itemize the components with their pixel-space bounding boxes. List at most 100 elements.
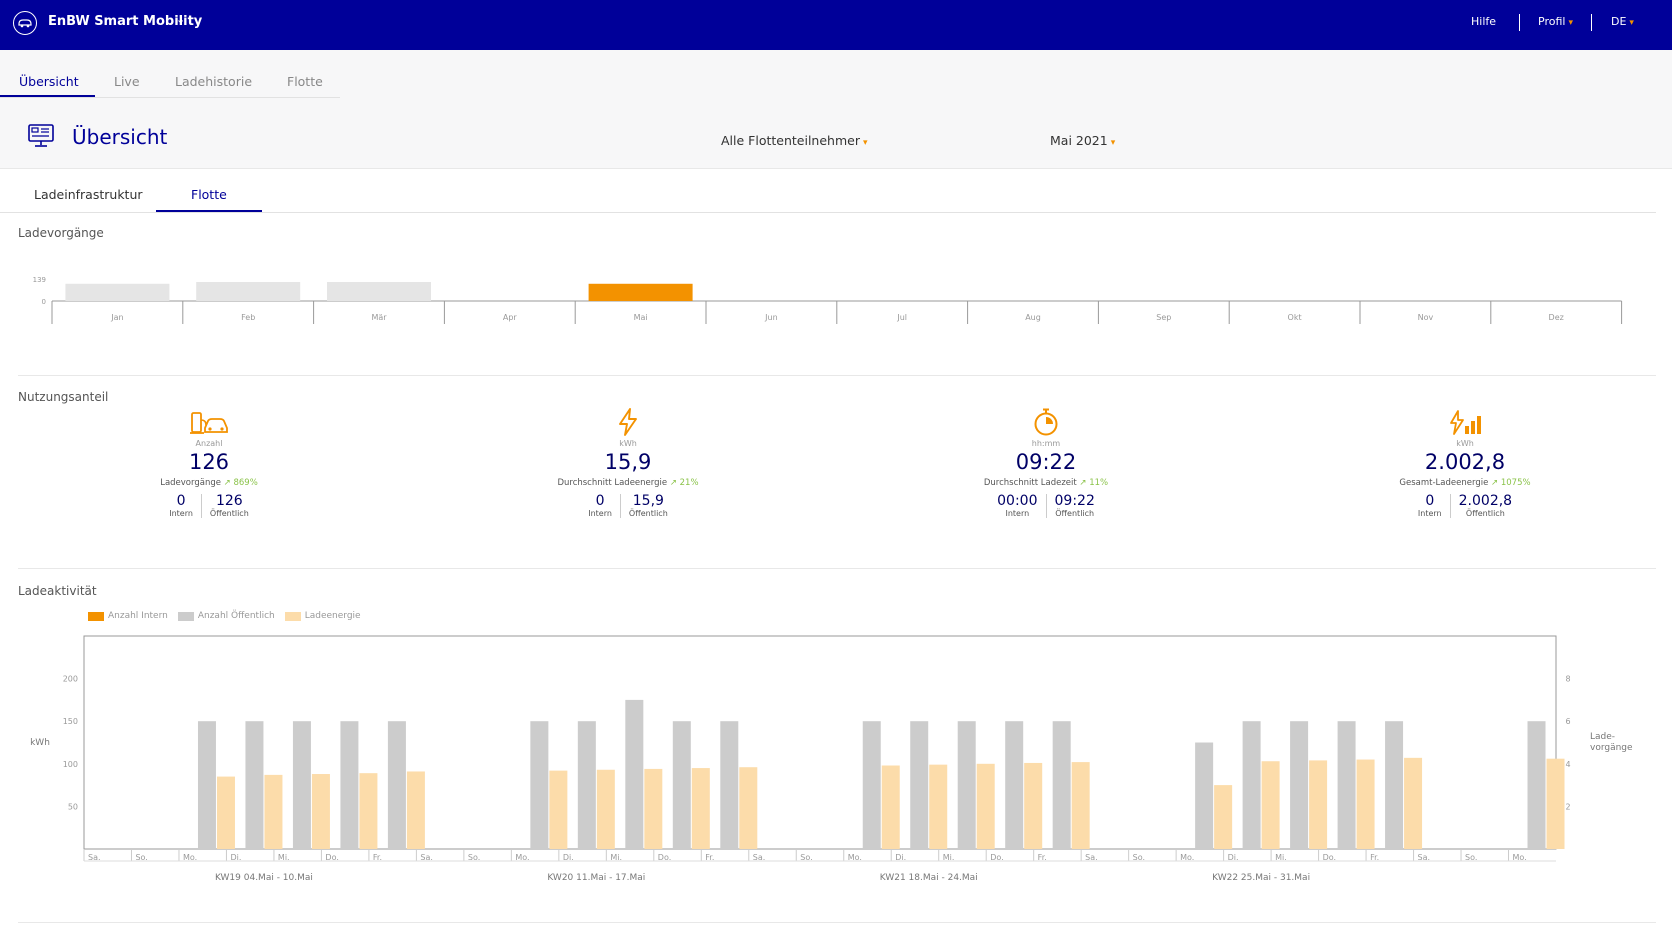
- kpi-public-label: Öffentlich: [628, 509, 668, 518]
- month-label: Mai: [634, 313, 648, 322]
- kpi-intern-value: 0: [176, 493, 186, 509]
- tab-flotte[interactable]: Flotte: [287, 74, 323, 89]
- day-label: Mi.: [1275, 853, 1287, 862]
- day-label: Do.: [325, 853, 338, 862]
- bar-ladeenergie: [881, 765, 900, 849]
- kpi-public-value: 2.002,8: [1458, 493, 1513, 509]
- car-charging-icon: [79, 406, 339, 436]
- month-label: Sep: [1156, 313, 1171, 322]
- kpi-split: 0 Intern 2.002,8 Öffentlich: [1335, 494, 1595, 518]
- kpi-intern-label: Intern: [169, 509, 193, 518]
- month-filter[interactable]: Mai 2021 ▾: [1050, 133, 1115, 148]
- legend-item-ladeenergie[interactable]: Ladeenergie: [284, 611, 361, 621]
- kpi-value: 2.002,8: [1424, 450, 1506, 474]
- trend-badge: ↗ 1075%: [1491, 478, 1531, 488]
- bar-anzahl-oeffentlich: [340, 721, 359, 849]
- profile-menu[interactable]: Profil ▾: [1538, 15, 1573, 28]
- app-logo-icon[interactable]: [13, 11, 37, 35]
- kpi-intern-value: 0: [595, 493, 605, 509]
- legend-item-oeffentlich[interactable]: Anzahl Öffentlich: [177, 611, 275, 621]
- active-subtab-indicator: [156, 210, 262, 212]
- bar-ladeenergie: [406, 771, 425, 849]
- day-label: Mi.: [278, 853, 290, 862]
- bar-ladeenergie: [1309, 760, 1328, 849]
- language-menu[interactable]: DE ▾: [1611, 15, 1634, 28]
- day-label: So.: [468, 853, 480, 862]
- day-label: So.: [135, 853, 147, 862]
- bar-anzahl-oeffentlich: [625, 699, 644, 849]
- tab-live[interactable]: Live: [114, 74, 140, 89]
- week-label: KW21 18.Mai - 24.Mai: [880, 873, 978, 883]
- kpi-label: Ladevorgänge ↗ 869%: [79, 478, 339, 488]
- section-title-ladeaktivitaet: Ladeaktivität: [18, 584, 97, 598]
- bar-anzahl-oeffentlich: [292, 721, 311, 849]
- lightning-icon: [498, 406, 758, 436]
- bar-ladeenergie: [359, 773, 378, 849]
- kpi-public-label: Öffentlich: [1055, 509, 1095, 518]
- section-title-ladevorgaenge: Ladevorgänge: [18, 226, 104, 240]
- section-divider: [18, 568, 1656, 569]
- month-label: Apr: [503, 313, 518, 322]
- subtab-flotte[interactable]: Flotte: [191, 187, 227, 202]
- page-title: Übersicht: [72, 125, 168, 149]
- bar-anzahl-oeffentlich: [1385, 721, 1404, 849]
- day-label: Mo.: [848, 853, 862, 862]
- top-bar: EnBW Smart Mobility ⌄ Hilfe Profil ▾ DE ▾: [0, 0, 1672, 50]
- week-label: KW20 11.Mai - 17.Mai: [547, 873, 645, 883]
- legend-label: Ladeenergie: [304, 611, 361, 621]
- bar-anzahl-oeffentlich: [910, 721, 929, 849]
- help-link[interactable]: Hilfe: [1471, 15, 1497, 28]
- y-tick-label: 0: [42, 298, 46, 306]
- bar-ladeenergie: [691, 768, 710, 849]
- month-filter-label: Mai 2021: [1050, 133, 1108, 148]
- day-label: Sa.: [1085, 853, 1098, 862]
- kpi-public-value: 126: [215, 493, 243, 509]
- legend-swatch: [177, 611, 194, 621]
- kpi-unit: kWh: [619, 439, 637, 448]
- kpi-intern: 0 Intern: [161, 493, 201, 519]
- day-label: Di.: [230, 853, 241, 862]
- section-divider: [18, 922, 1656, 923]
- kpi-label-text: Gesamt-Ladeenergie: [1399, 478, 1489, 488]
- month-bar-mai: [588, 283, 693, 301]
- trend-badge: ↗ 869%: [223, 478, 258, 488]
- kpi-public: 15,9 Öffentlich: [619, 494, 676, 518]
- day-label: Sa.: [420, 853, 433, 862]
- day-label: Mi.: [610, 853, 622, 862]
- kpi-unit: Anzahl: [195, 439, 223, 448]
- day-label: So.: [1133, 853, 1145, 862]
- bar-anzahl-oeffentlich: [197, 721, 216, 849]
- y-axis-label-right: Lade-: [1590, 732, 1615, 742]
- day-label: Di.: [1228, 853, 1239, 862]
- tab-uebersicht[interactable]: Übersicht: [19, 74, 79, 89]
- subtab-ladeinfrastruktur[interactable]: Ladeinfrastruktur: [34, 187, 143, 202]
- app-name[interactable]: EnBW Smart Mobility: [48, 14, 203, 29]
- tab-ladehistorie[interactable]: Ladehistorie: [175, 74, 253, 89]
- kpi-split: 0 Intern 15,9 Öffentlich: [498, 494, 758, 518]
- participants-filter[interactable]: Alle Flottenteilnehmer ▾: [721, 133, 868, 148]
- kpi-public-value: 09:22: [1054, 493, 1095, 509]
- bar-anzahl-oeffentlich: [577, 721, 596, 849]
- day-label: So.: [1465, 853, 1477, 862]
- kpi-public: 09:22 Öffentlich: [1045, 493, 1103, 518]
- legend-item-intern[interactable]: Anzahl Intern: [88, 611, 168, 621]
- month-label: Jan: [110, 313, 123, 322]
- section-title-nutzungsanteil: Nutzungsanteil: [18, 390, 109, 404]
- legend-swatch: [284, 611, 301, 621]
- bar-anzahl-oeffentlich: [720, 721, 739, 849]
- bar-ladeenergie: [216, 776, 235, 849]
- bar-ladeenergie: [596, 769, 615, 849]
- chevron-down-icon: ▾: [1629, 18, 1634, 28]
- bar-anzahl-oeffentlich: [1527, 721, 1546, 849]
- kpi-intern: 0 Intern: [580, 493, 620, 519]
- y-axis-label-left: kWh: [30, 738, 50, 748]
- plot-frame: [83, 635, 1557, 850]
- kpi-label: Gesamt-Ladeenergie ↗ 1075%: [1335, 478, 1595, 488]
- month-label: Nov: [1418, 313, 1434, 322]
- active-tab-indicator: [0, 95, 95, 97]
- kpi-split: 0 Intern 126 Öffentlich: [79, 494, 339, 518]
- app-switcher-chevron-icon[interactable]: ⌄: [176, 13, 186, 26]
- legend-swatch: [88, 611, 104, 621]
- trend-badge: ↗ 21%: [669, 478, 699, 488]
- bar-anzahl-oeffentlich: [530, 721, 549, 849]
